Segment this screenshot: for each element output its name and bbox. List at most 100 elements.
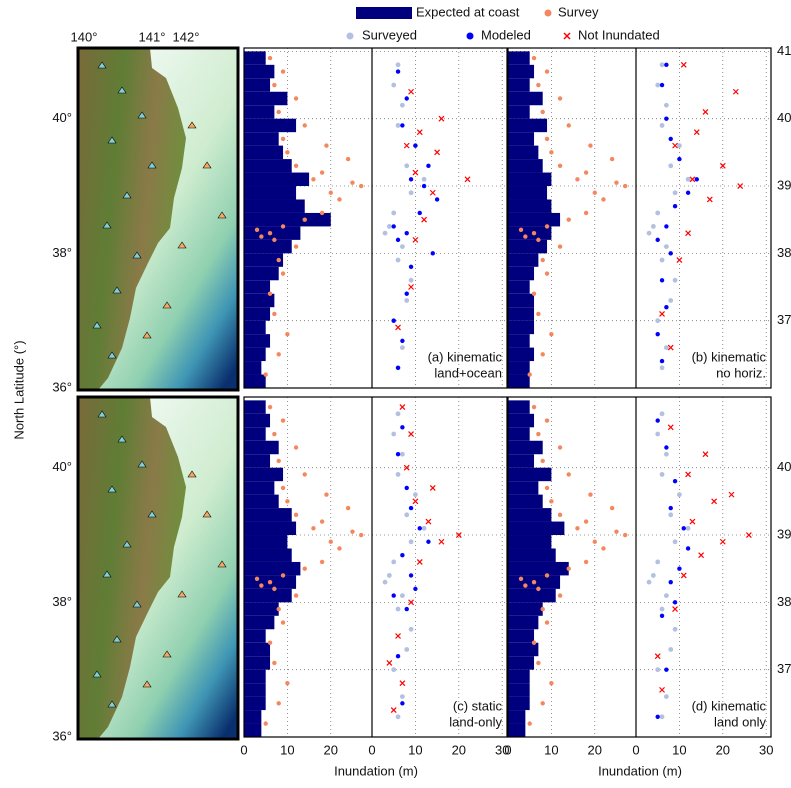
legend-label: Survey xyxy=(558,4,599,19)
survey-point xyxy=(319,210,325,216)
surveyed-point xyxy=(399,694,405,700)
not-inundated-point xyxy=(689,518,696,525)
not-inundated-point xyxy=(711,498,718,505)
bar xyxy=(508,548,556,562)
surveyed-point xyxy=(672,190,678,196)
survey-point xyxy=(259,583,264,588)
modeled-point xyxy=(672,204,678,209)
x-tick-label: 30 xyxy=(495,742,509,757)
surveyed-point xyxy=(391,431,397,437)
x-axis-label: Inundation (m) xyxy=(598,763,682,778)
modeled-point xyxy=(664,445,669,450)
survey-point xyxy=(531,55,537,61)
survey-point xyxy=(280,573,286,578)
not-inundated-point xyxy=(745,532,752,538)
survey-point xyxy=(293,445,299,450)
bar xyxy=(508,400,530,414)
modeled-point xyxy=(659,613,665,619)
bar xyxy=(244,374,266,388)
bar xyxy=(244,615,275,630)
survey-point xyxy=(337,546,342,551)
surveyed-point xyxy=(395,606,401,612)
x-tick-label: 10 xyxy=(280,742,294,757)
survey-point xyxy=(536,660,541,666)
survey-point xyxy=(531,579,537,585)
survey-point xyxy=(272,586,277,592)
survey-point xyxy=(575,177,580,182)
surveyed-point xyxy=(668,298,674,303)
lat-label: 38° xyxy=(52,245,72,260)
bar xyxy=(508,51,530,65)
bar xyxy=(508,172,552,187)
modeled-point xyxy=(677,566,682,571)
bar xyxy=(508,521,565,536)
survey-point xyxy=(544,69,550,74)
x-tick-label: 0 xyxy=(240,742,247,757)
survey-point xyxy=(293,244,299,249)
surveyed-point xyxy=(399,102,405,108)
bar xyxy=(244,320,266,335)
survey-point xyxy=(536,82,541,88)
bar xyxy=(244,212,331,227)
x-tick-label: 10 xyxy=(544,742,558,757)
survey-point xyxy=(566,217,571,222)
bar xyxy=(244,521,297,536)
bar xyxy=(508,508,552,522)
y-axis-label: North Latitude (°) xyxy=(11,340,26,439)
x-axis-label: Inundation (m) xyxy=(334,763,418,778)
not-inundated-point xyxy=(659,311,665,317)
not-inundated-point xyxy=(408,88,414,95)
bar xyxy=(508,253,539,267)
bar xyxy=(508,78,530,92)
lat-label: 36° xyxy=(52,379,72,394)
y-tick-label: 38 xyxy=(777,245,791,260)
survey-point xyxy=(285,499,290,504)
surveyed-point xyxy=(650,224,656,229)
bar xyxy=(244,561,301,576)
y-tick-label: 41 xyxy=(777,43,791,58)
not-inundated-point xyxy=(689,176,696,183)
modeled-point xyxy=(404,485,409,491)
survey-point xyxy=(272,431,277,437)
survey-point xyxy=(575,526,580,531)
not-inundated-point xyxy=(659,686,665,693)
panel-label: land+ocean xyxy=(434,365,502,380)
survey-point xyxy=(263,721,268,726)
modeled-point xyxy=(655,331,660,337)
panel-frame xyxy=(507,396,772,738)
modeled-point xyxy=(659,358,665,364)
survey-point xyxy=(544,224,550,229)
bar xyxy=(508,199,552,213)
x-tick-label: 10 xyxy=(672,742,686,757)
survey-point xyxy=(566,472,571,477)
survey-point xyxy=(350,529,355,534)
survey-point xyxy=(280,136,286,142)
surveyed-point xyxy=(386,573,392,578)
survey-point xyxy=(518,576,524,581)
modeled-point xyxy=(421,183,427,189)
modeled-point xyxy=(655,714,660,720)
survey-point xyxy=(557,593,563,598)
survey-point xyxy=(523,234,528,239)
surveyed-point xyxy=(668,512,674,518)
survey-point xyxy=(280,485,286,491)
surveyed-point xyxy=(659,714,665,720)
surveyed-point xyxy=(404,647,410,652)
survey-point xyxy=(583,559,589,565)
survey-point xyxy=(540,606,545,612)
survey-point xyxy=(557,512,563,518)
x-tick-label: 20 xyxy=(324,742,338,757)
surveyed-point xyxy=(646,579,652,585)
survey-point xyxy=(302,123,307,128)
modeled-point xyxy=(655,237,660,243)
survey-point xyxy=(531,291,537,296)
surveyed-point xyxy=(650,573,656,578)
survey-point xyxy=(276,606,281,612)
surveyed-point xyxy=(659,365,665,371)
bar xyxy=(244,440,279,455)
bar xyxy=(508,334,530,348)
modeled-point xyxy=(685,546,691,551)
surveyed-point xyxy=(663,102,669,108)
bar xyxy=(244,535,288,549)
survey-point xyxy=(544,136,550,142)
